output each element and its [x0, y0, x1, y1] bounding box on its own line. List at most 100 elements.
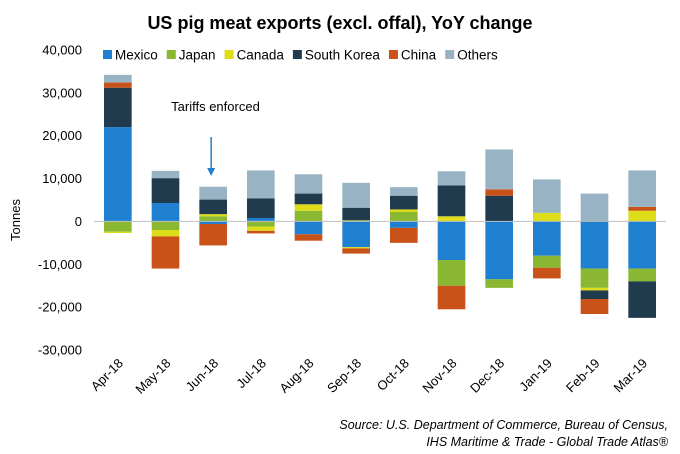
bar-japan-nov-18 [437, 260, 466, 286]
bar-mexico-feb-19 [580, 221, 609, 269]
bar-others-sep-18 [342, 182, 370, 208]
y-tick-label: -30,000 [38, 343, 82, 358]
legend-item-mexico: Mexico [103, 48, 158, 63]
bar-south-korea-aug-18 [294, 193, 323, 205]
bar-china-mar-19 [628, 206, 656, 211]
bar-others-dec-18 [485, 149, 513, 190]
legend-swatch [103, 50, 112, 59]
source-line-1: Source: U.S. Department of Commerce, Bur… [339, 418, 668, 432]
bar-mexico-oct-18 [390, 221, 418, 228]
x-tick-label: Dec-18 [467, 356, 507, 396]
legend-label: China [401, 48, 437, 63]
x-tick-label: Mar-19 [611, 356, 651, 396]
x-tick-label: Jan-19 [516, 356, 555, 395]
legend-item-china: China [388, 48, 437, 63]
bar-japan-feb-19 [580, 268, 609, 288]
bar-mexico-jan-19 [533, 221, 561, 256]
bar-japan-dec-18 [485, 279, 513, 288]
bar-others-nov-18 [437, 171, 466, 186]
x-tick-label: Jun-18 [183, 356, 222, 395]
y-axis: -30,000 -20,000 -10,000 0 10,000 20,000 30,000… [38, 43, 82, 358]
bar-canada-oct-18 [390, 209, 418, 212]
bar-china-nov-18 [437, 285, 466, 310]
bar-south-korea-mar-19 [628, 281, 656, 318]
legend: Mexico Japan Canada South Korea China Others [103, 48, 498, 63]
bar-mexico-may-18 [151, 203, 180, 222]
bar-canada-jun-18 [199, 214, 227, 217]
bar-mexico-aug-18 [294, 221, 323, 235]
bar-china-feb-19 [580, 299, 609, 314]
bar-south-korea-may-18 [151, 178, 180, 203]
y-tick-label: 30,000 [42, 85, 82, 100]
y-axis-label: Tonnes [8, 199, 23, 241]
x-tick-label: Feb-19 [563, 356, 603, 396]
legend-swatch [292, 50, 302, 59]
bar-mexico-apr-18 [104, 127, 132, 222]
bar-south-korea-nov-18 [437, 185, 466, 217]
bar-others-may-18 [151, 170, 180, 179]
bar-china-dec-18 [485, 189, 513, 196]
legend-label: South Korea [305, 48, 381, 63]
annotation-arrow-head [207, 168, 216, 176]
bar-others-jan-19 [533, 179, 561, 213]
legend-item-canada: Canada [224, 48, 284, 63]
legend-swatch [388, 50, 398, 59]
y-tick-label: -10,000 [38, 257, 82, 272]
bar-canada-feb-19 [580, 287, 609, 291]
legend-label: Others [457, 48, 498, 63]
bar-others-aug-18 [294, 174, 323, 194]
bar-china-aug-18 [294, 234, 323, 241]
chart-title: US pig meat exports (excl. offal), YoY c… [147, 13, 532, 33]
bar-china-jun-18 [199, 224, 227, 246]
bar-canada-nov-18 [437, 216, 466, 222]
y-tick-label: 10,000 [42, 171, 82, 186]
legend-label: Japan [179, 48, 216, 63]
bar-china-apr-18 [104, 82, 132, 88]
y-tick-label: 20,000 [42, 128, 82, 143]
bar-mexico-mar-19 [628, 221, 656, 269]
legend-item-south-korea: South Korea [292, 48, 381, 63]
annotation: Tariffs enforced [171, 99, 260, 176]
bar-canada-jan-19 [533, 212, 561, 222]
bar-japan-jan-19 [533, 255, 561, 268]
annotation-text: Tariffs enforced [171, 99, 260, 114]
bar-others-mar-19 [628, 170, 656, 207]
bar-others-jul-18 [247, 170, 275, 199]
bar-japan-sep-18 [342, 220, 370, 222]
x-tick-label: Nov-18 [419, 356, 459, 396]
bar-mexico-nov-18 [437, 221, 466, 260]
bar-south-korea-oct-18 [390, 195, 418, 210]
bar-south-korea-feb-19 [580, 290, 609, 299]
bar-china-may-18 [151, 236, 180, 269]
bar-canada-aug-18 [294, 204, 323, 211]
legend-swatch [445, 50, 455, 59]
x-tick-label: Oct-18 [374, 356, 412, 394]
bar-mexico-jun-18 [199, 221, 227, 224]
y-tick-label: 0 [75, 214, 82, 229]
bars [94, 74, 666, 318]
bar-china-oct-18 [390, 227, 418, 243]
x-axis: Apr-18 May-18 Jun-18 Jul-18 Aug-18 Sep-18 Oct-… [88, 356, 651, 397]
bar-mexico-jul-18 [247, 218, 275, 222]
x-tick-label: Aug-18 [276, 356, 316, 396]
bar-japan-jul-18 [247, 221, 275, 227]
bar-canada-jul-18 [247, 226, 275, 231]
bar-japan-may-18 [151, 221, 180, 230]
bar-canada-may-18 [151, 230, 180, 237]
bar-china-jul-18 [247, 230, 275, 234]
bar-china-jan-19 [533, 267, 561, 279]
legend-swatch [166, 50, 176, 59]
x-tick-label: May-18 [132, 356, 173, 397]
legend-item-others: Others [445, 48, 498, 63]
bar-canada-mar-19 [628, 210, 656, 222]
bar-others-feb-19 [580, 193, 609, 222]
bar-japan-jun-18 [199, 216, 227, 222]
bar-others-apr-18 [104, 74, 132, 83]
legend-label: Mexico [115, 48, 158, 63]
bar-canada-apr-18 [104, 231, 132, 233]
bar-japan-mar-19 [628, 268, 656, 282]
bar-china-sep-18 [342, 248, 370, 254]
bar-japan-aug-18 [294, 210, 323, 222]
bar-south-korea-jul-18 [247, 198, 275, 218]
